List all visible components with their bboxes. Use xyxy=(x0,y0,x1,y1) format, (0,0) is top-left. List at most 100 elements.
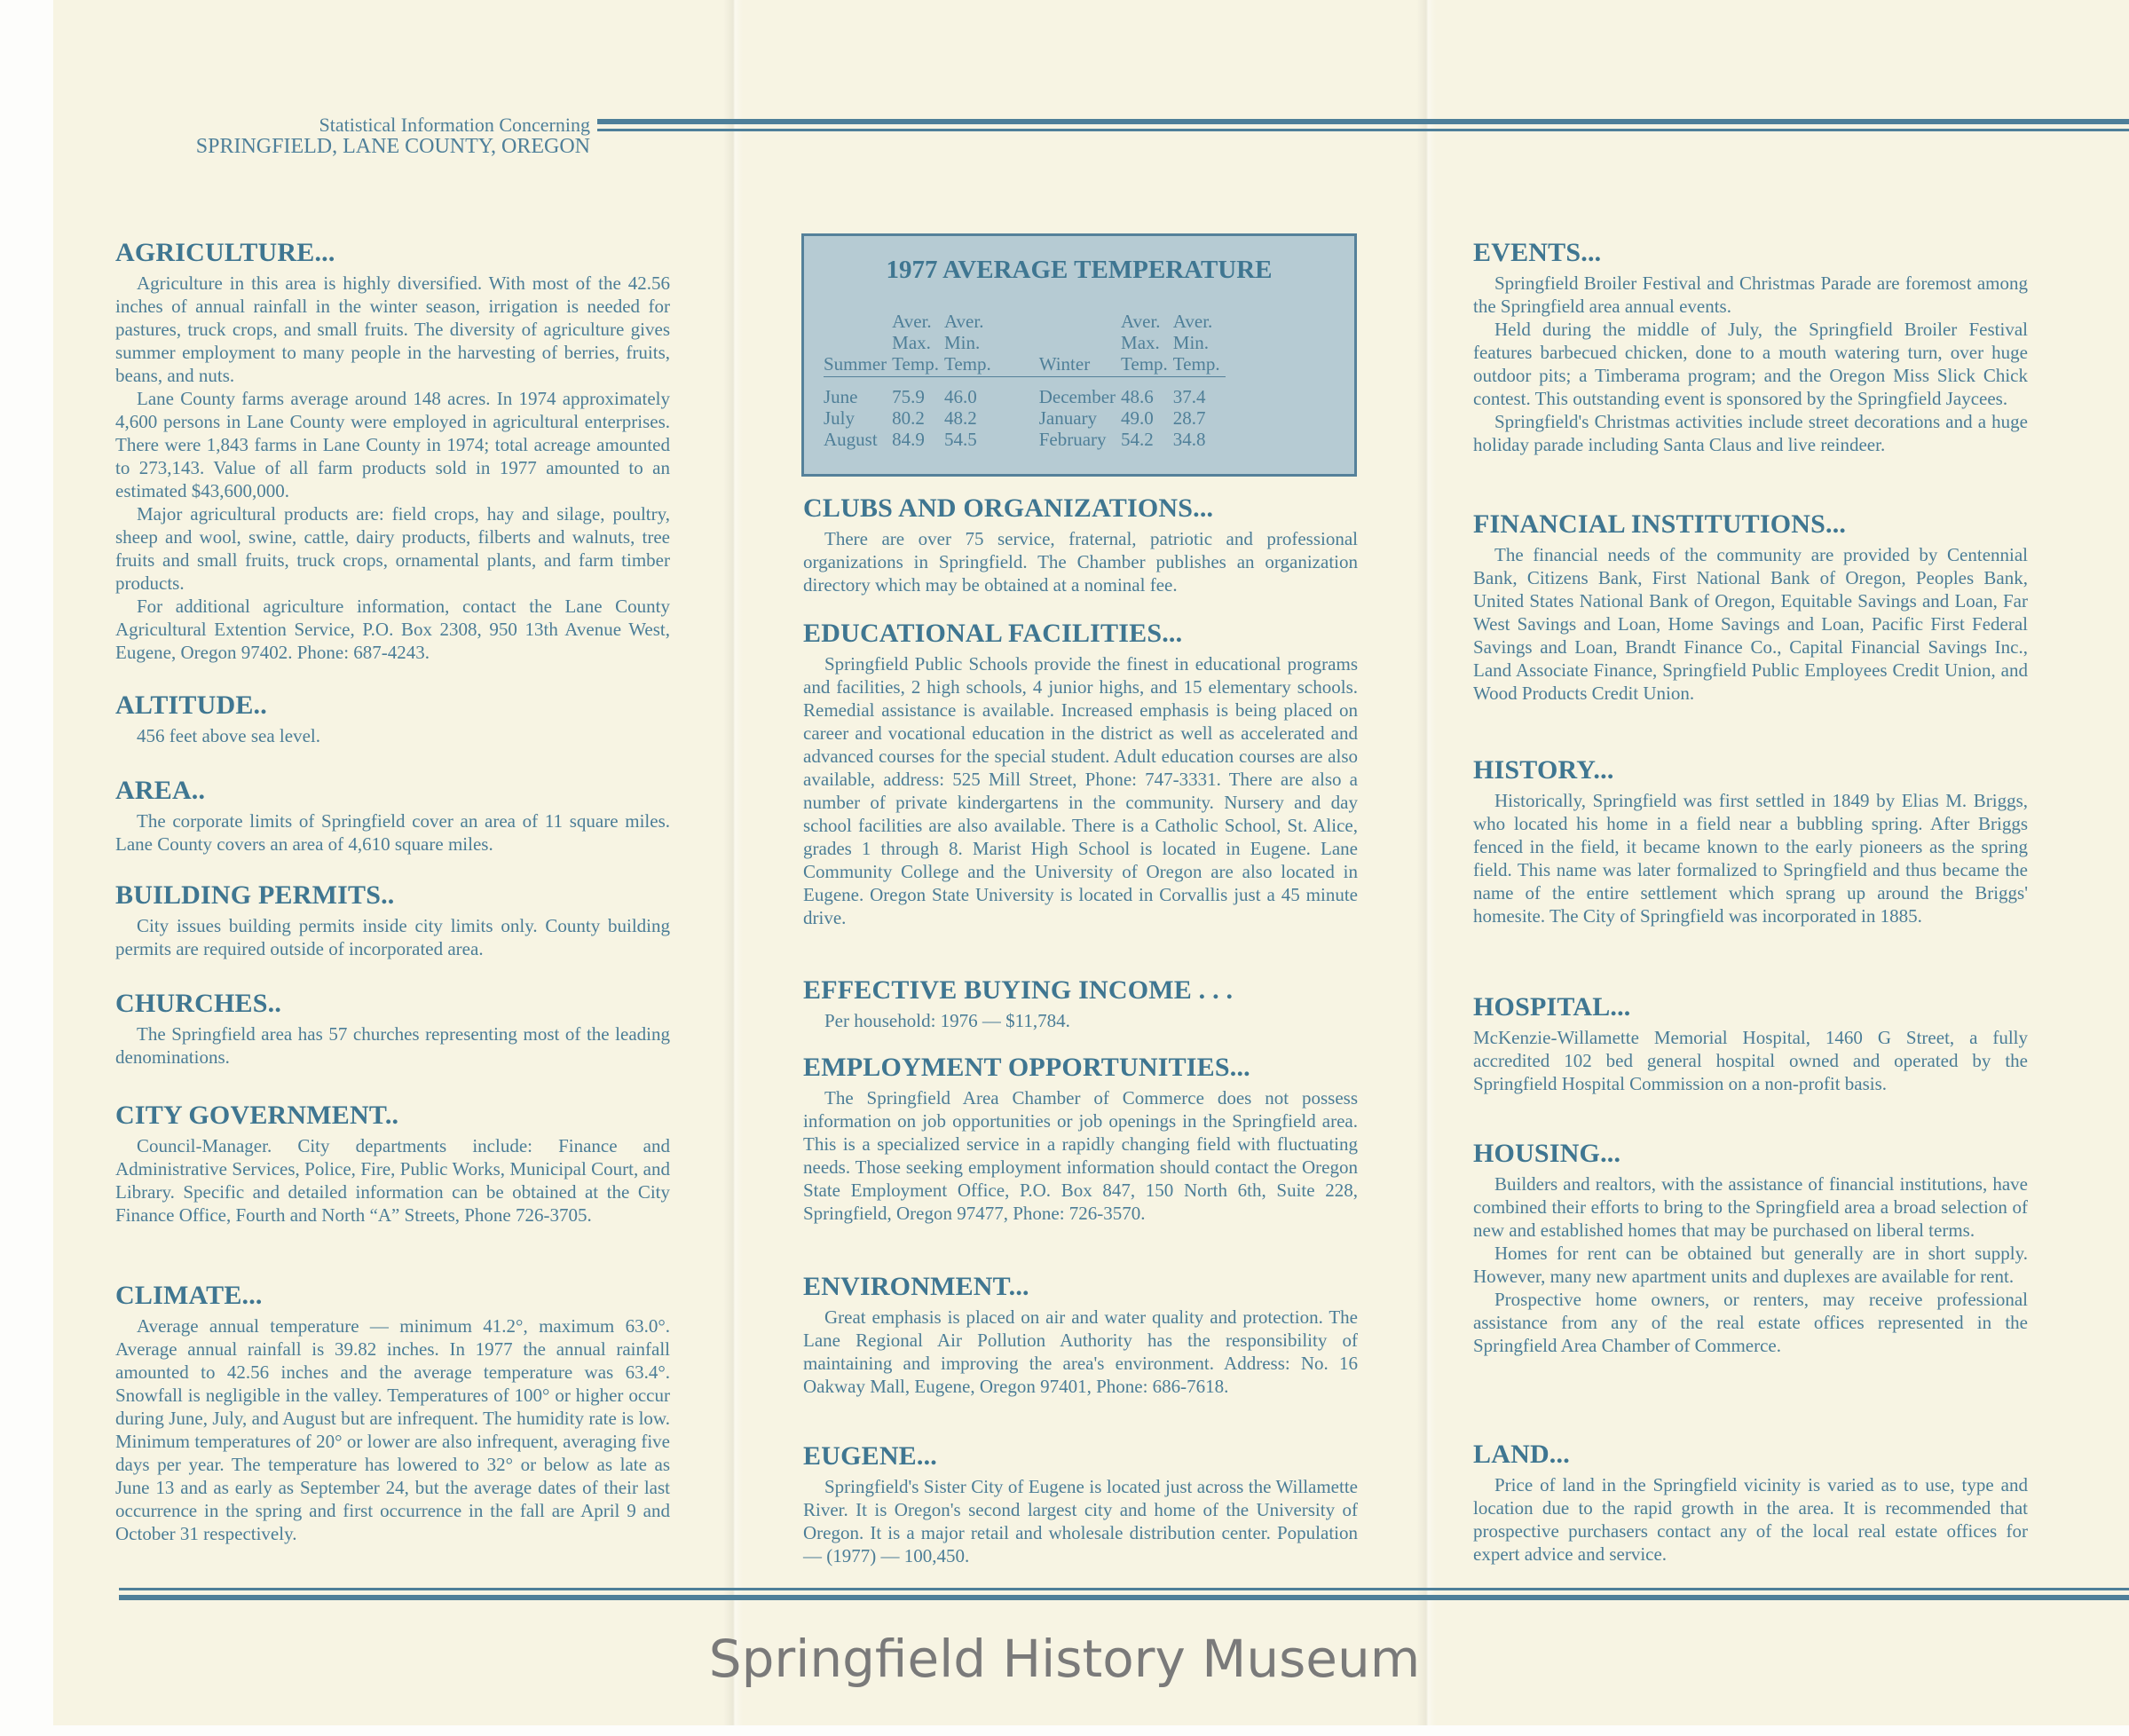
table-row: August 84.9 54.5 February 54.2 34.8 xyxy=(824,429,1226,450)
section-paragraph: McKenzie-Willamette Memorial Hospital, 1… xyxy=(1473,1027,2028,1094)
section-paragraph: Historically, Springfield was first sett… xyxy=(1473,790,2028,927)
col-header: Max. xyxy=(892,332,931,353)
table-cell-summer-max: 80.2 xyxy=(892,407,925,429)
section-heading: FINANCIAL INSTITUTIONS... xyxy=(1473,509,1847,539)
section-paragraph: Agriculture in this area is highly diver… xyxy=(115,272,670,386)
col-header: Min. xyxy=(943,332,981,353)
section-heading: BUILDING PERMITS.. xyxy=(115,880,395,910)
section-effective-buying-income: EFFECTIVE BUYING INCOME . . . Per househo… xyxy=(803,975,1358,1032)
table-row: July 80.2 48.2 January 49.0 28.7 xyxy=(824,407,1226,429)
table-cell-winter-month: January xyxy=(1038,407,1098,429)
section-paragraph: Average annual temperature — minimum 41.… xyxy=(115,1315,670,1544)
section-paragraph: Lane County farms average around 148 acr… xyxy=(115,388,670,501)
section-paragraph: Price of land in the Springfield vicinit… xyxy=(1473,1474,2028,1565)
table-cell-winter-min: 37.4 xyxy=(1172,386,1206,407)
col-header: Aver. xyxy=(1172,311,1213,332)
section-heading: EDUCATIONAL FACILITIES... xyxy=(803,619,1183,648)
col-header: Aver. xyxy=(892,311,932,332)
table-cell-summer-min: 46.0 xyxy=(943,386,977,407)
col-header: Min. xyxy=(1172,332,1210,353)
col-header-winter: Winter xyxy=(1038,353,1122,377)
section-paragraph: Springfield Public Schools provide the f… xyxy=(803,653,1358,928)
section-paragraph: Held during the middle of July, the Spri… xyxy=(1473,319,2028,409)
section-paragraph: Builders and realtors, with the assistan… xyxy=(1473,1173,2028,1241)
section-paragraph: City issues building permits inside city… xyxy=(115,915,670,959)
section-paragraph: Springfield's Sister City of Eugene is l… xyxy=(803,1476,1358,1566)
table-cell-summer-max: 84.9 xyxy=(892,429,925,450)
temperature-table-box: 1977 AVERAGE TEMPERATURE Aver. Aver. Aver.… xyxy=(801,233,1357,477)
table-cell-winter-min: 28.7 xyxy=(1172,407,1206,429)
section-paragraph: Homes for rent can be obtained but gener… xyxy=(1473,1243,2028,1287)
col-header: Temp. xyxy=(943,353,997,377)
col-header-summer: Summer xyxy=(824,353,893,377)
section-heading: CLUBS AND ORGANIZATIONS... xyxy=(803,493,1214,523)
table-cell-winter-max: 48.6 xyxy=(1121,386,1154,407)
section-heading: ENVIRONMENT... xyxy=(803,1272,1029,1301)
table-cell-winter-month: February xyxy=(1038,429,1107,450)
section-heading: EMPLOYMENT OPPORTUNITIES... xyxy=(803,1053,1250,1082)
section-employment-opportunities: EMPLOYMENT OPPORTUNITIES... The Springfie… xyxy=(803,1053,1358,1225)
table-cell-winter-month: December xyxy=(1038,386,1116,407)
section-environment: ENVIRONMENT... Great emphasis is placed o… xyxy=(803,1272,1358,1398)
section-paragraph: For additional agriculture information, … xyxy=(115,596,670,663)
table-row: June 75.9 46.0 December 48.6 37.4 xyxy=(824,377,1226,408)
section-climate: CLIMATE... Average annual temperature — m… xyxy=(115,1281,670,1545)
section-paragraph: Council-Manager. City departments includ… xyxy=(115,1135,670,1226)
table-cell-winter-max: 54.2 xyxy=(1121,429,1154,450)
bottom-double-rule xyxy=(119,1588,2129,1600)
section-heading: AREA.. xyxy=(115,776,206,805)
section-eugene: EUGENE... Springfield's Sister City of Eu… xyxy=(803,1441,1358,1567)
section-paragraph: There are over 75 service, fraternal, pa… xyxy=(803,528,1358,596)
section-paragraph: Per household: 1976 — $11,784. xyxy=(824,1010,1070,1031)
fold-line xyxy=(1416,0,1436,1725)
brochure-header: Statistical Information Concerning SPRIN… xyxy=(177,114,590,158)
section-heading: ALTITUDE.. xyxy=(115,690,267,720)
section-heading: EVENTS... xyxy=(1473,238,1602,267)
col-header: Max. xyxy=(1121,332,1160,353)
fold-line xyxy=(723,0,743,1725)
section-churches: CHURCHES.. The Springfield area has 57 ch… xyxy=(115,989,670,1069)
section-hospital: HOSPITAL... McKenzie-Willamette Memorial … xyxy=(1473,992,2028,1095)
section-paragraph: Springfield Broiler Festival and Christm… xyxy=(1473,272,2028,317)
section-heading: HOSPITAL... xyxy=(1473,992,1631,1022)
section-heading: CHURCHES.. xyxy=(115,989,282,1018)
section-paragraph: 456 feet above sea level. xyxy=(137,725,320,746)
section-paragraph: The financial needs of the community are… xyxy=(1473,544,2028,704)
header-subtitle: Statistical Information Concerning xyxy=(319,114,591,136)
section-heading: CLIMATE... xyxy=(115,1281,263,1310)
temperature-table: Aver. Aver. Aver. Aver. Max. Min. Max. Min. Su… xyxy=(824,311,1226,450)
header-title: SPRINGFIELD, LANE COUNTY, OREGON xyxy=(195,135,590,158)
section-land: LAND... Price of land in the Springfield … xyxy=(1473,1440,2028,1566)
watermark: Springfield History Museum xyxy=(708,1629,1421,1689)
section-area: AREA.. The corporate limits of Springfiel… xyxy=(115,776,670,856)
section-history: HISTORY... Historically, Springfield was … xyxy=(1473,755,2028,927)
section-heading: CITY GOVERNMENT.. xyxy=(115,1101,399,1130)
section-heading: EFFECTIVE BUYING INCOME . . . xyxy=(803,975,1234,1005)
section-events: EVENTS... Springfield Broiler Festival an… xyxy=(1473,238,2028,456)
section-paragraph: Prospective home owners, or renters, may… xyxy=(1473,1289,2028,1356)
section-clubs-and-organizations: CLUBS AND ORGANIZATIONS... There are over… xyxy=(803,493,1358,596)
section-housing: HOUSING... Builders and realtors, with th… xyxy=(1473,1139,2028,1357)
top-double-rule xyxy=(597,119,2129,131)
section-paragraph: The Springfield Area Chamber of Commerce… xyxy=(803,1087,1358,1224)
col-header: Aver. xyxy=(1121,311,1161,332)
col-header: Temp. xyxy=(1121,353,1173,377)
table-cell-winter-min: 34.8 xyxy=(1172,429,1206,450)
section-agriculture: AGRICULTURE... Agriculture in this area i… xyxy=(115,238,670,664)
section-city-government: CITY GOVERNMENT.. Council-Manager. City d… xyxy=(115,1101,670,1227)
section-heading: HISTORY... xyxy=(1473,755,1614,785)
section-building-permits: BUILDING PERMITS.. City issues building p… xyxy=(115,880,670,960)
table-cell-summer-month: August xyxy=(824,429,878,450)
section-paragraph: The Springfield area has 57 churches rep… xyxy=(115,1023,670,1068)
table-cell-winter-max: 49.0 xyxy=(1121,407,1154,429)
section-paragraph: The corporate limits of Springfield cove… xyxy=(115,810,670,855)
section-heading: LAND... xyxy=(1473,1440,1570,1469)
section-paragraph: Springfield's Christmas activities inclu… xyxy=(1473,411,2028,455)
col-header: Temp. xyxy=(892,353,944,377)
section-heading: AGRICULTURE... xyxy=(115,238,335,267)
table-cell-summer-month: July xyxy=(824,407,856,429)
section-paragraph: Great emphasis is placed on air and wate… xyxy=(803,1306,1358,1397)
table-cell-summer-month: June xyxy=(824,386,858,407)
col-header: Temp. xyxy=(1172,353,1226,377)
section-financial-institutions: FINANCIAL INSTITUTIONS... The financial n… xyxy=(1473,509,2028,705)
